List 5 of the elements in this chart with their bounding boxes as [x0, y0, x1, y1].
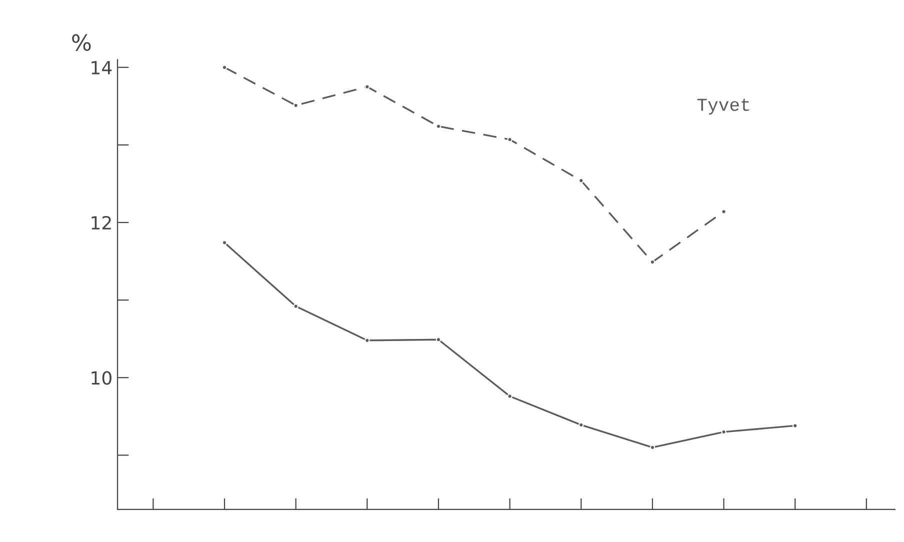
y-tick-label: 14	[92, 61, 112, 74]
y-tick-label: 12	[92, 216, 111, 230]
text: Tyvet	[697, 98, 749, 115]
y-tick-label: 10	[92, 371, 112, 385]
y-axis-title: %	[72, 34, 91, 51]
